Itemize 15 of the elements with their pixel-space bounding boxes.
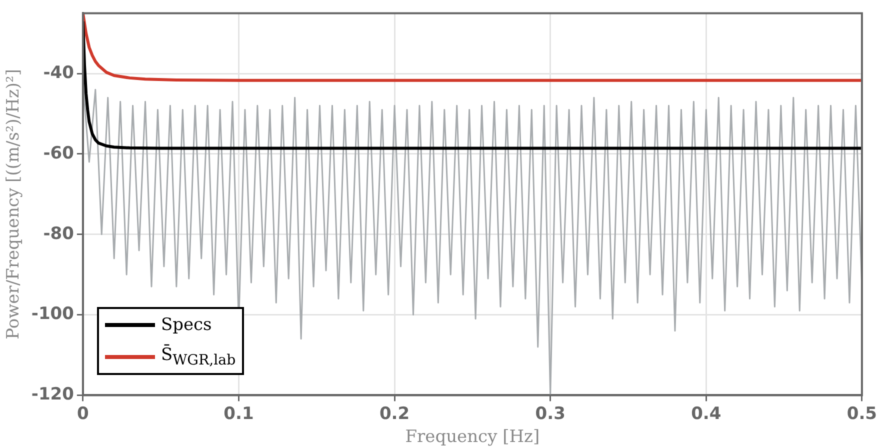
y-tick-label: -120 [31, 384, 74, 405]
y-tick-label: -100 [31, 304, 74, 324]
x-tick-label: 0.4 [691, 404, 722, 424]
x-tick-label: 0 [77, 404, 90, 424]
x-tick-label: 0.3 [535, 404, 566, 424]
x-axis-title: Frequency [Hz] [405, 427, 540, 448]
x-tick-label: 0.2 [379, 404, 410, 424]
y-tick-label: -80 [43, 224, 74, 244]
y-tick-label: -60 [43, 143, 74, 164]
legend-label: Specs [160, 315, 212, 336]
x-tick-label: 0.5 [846, 404, 878, 424]
y-tick-label: -40 [43, 62, 74, 83]
y-axis-title: Power/Frequency [((m/s²)/Hz)²] [4, 69, 24, 340]
legend-label: S̄$_{WGR,lab}$ [160, 345, 236, 369]
x-tick-label: 0.1 [224, 404, 254, 424]
